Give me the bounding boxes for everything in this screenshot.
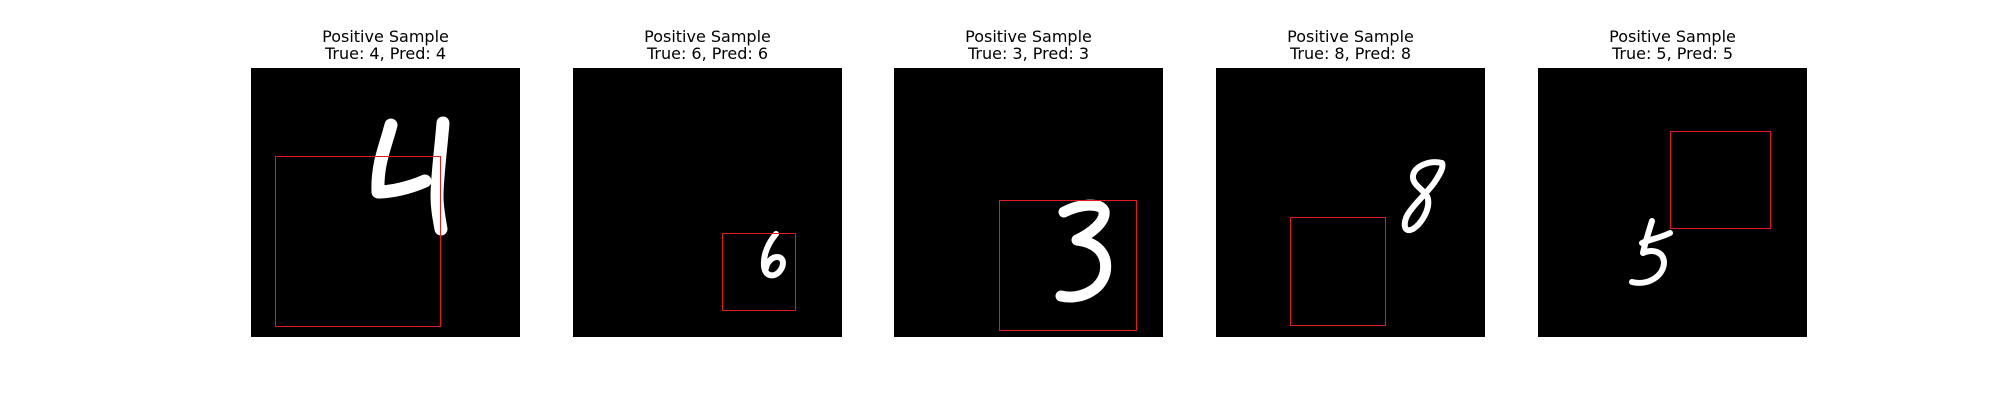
panel-subtitle-line: True: 3, Pred: 3 [967, 44, 1090, 63]
digit-image [1216, 68, 1485, 337]
prediction-box [722, 233, 796, 311]
panel-title-line: Positive Sample [1287, 27, 1414, 46]
panel-subtitle-line: True: 6, Pred: 6 [646, 44, 769, 63]
digit-glyph [1401, 159, 1446, 234]
panel-title-line: Positive Sample [322, 27, 449, 46]
panel-title: Positive Sample True: 4, Pred: 4 [211, 28, 560, 62]
sample-panel-2: Positive Sample True: 6, Pred: 6 [573, 0, 842, 340]
panel-title: Positive Sample True: 8, Pred: 8 [1176, 28, 1525, 62]
panel-title: Positive Sample True: 6, Pred: 6 [533, 28, 882, 62]
sample-panel-3: Positive Sample True: 3, Pred: 3 [894, 0, 1163, 340]
panel-subtitle-line: True: 4, Pred: 4 [324, 44, 447, 63]
prediction-box [1670, 131, 1771, 229]
digit-image [1538, 68, 1807, 337]
digit-image [894, 68, 1163, 337]
panel-title-line: Positive Sample [644, 27, 771, 46]
prediction-box [275, 156, 441, 327]
digit-image [251, 68, 520, 337]
panel-title-line: Positive Sample [965, 27, 1092, 46]
panel-title-line: Positive Sample [1609, 27, 1736, 46]
digit-glyph [371, 116, 450, 236]
digit-glyph [1629, 218, 1673, 286]
digit-image [573, 68, 842, 337]
sample-panel-1: Positive Sample True: 4, Pred: 4 [251, 0, 520, 340]
panel-title: Positive Sample True: 3, Pred: 3 [854, 28, 1203, 62]
digit-glyph [760, 231, 786, 279]
panel-subtitle-line: True: 5, Pred: 5 [1611, 44, 1734, 63]
sample-panel-5: Positive Sample True: 5, Pred: 5 [1538, 0, 1807, 340]
panel-subtitle-line: True: 8, Pred: 8 [1289, 44, 1412, 63]
panel-title: Positive Sample True: 5, Pred: 5 [1498, 28, 1847, 62]
digit-glyph [1055, 199, 1112, 303]
sample-panel-4: Positive Sample True: 8, Pred: 8 [1216, 0, 1485, 340]
prediction-box [1290, 217, 1386, 326]
prediction-box [999, 200, 1137, 331]
